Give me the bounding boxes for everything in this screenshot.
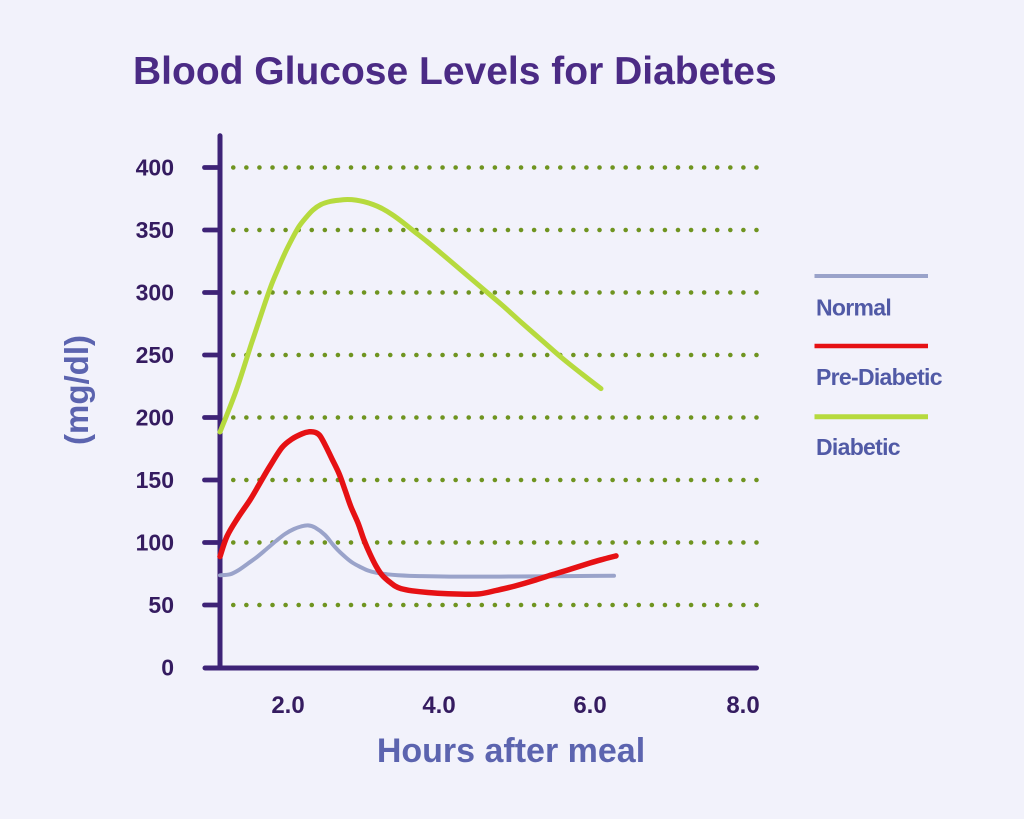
svg-text:300: 300 — [136, 280, 174, 306]
svg-text:8.0: 8.0 — [726, 692, 759, 719]
svg-text:Blood Glucose Levels for Diabe: Blood Glucose Levels for Diabetes — [133, 50, 777, 93]
svg-text:50: 50 — [148, 592, 174, 618]
svg-text:Pre-Diabetic: Pre-Diabetic — [816, 364, 943, 390]
svg-text:150: 150 — [136, 467, 174, 493]
svg-text:Hours after meal: Hours after meal — [377, 732, 645, 770]
svg-text:400: 400 — [136, 155, 174, 181]
svg-text:2.0: 2.0 — [271, 692, 304, 719]
svg-text:0: 0 — [161, 655, 174, 681]
svg-text:350: 350 — [136, 217, 174, 243]
svg-text:Diabetic: Diabetic — [816, 434, 901, 460]
svg-text:200: 200 — [136, 405, 174, 431]
svg-text:(mg/dl): (mg/dl) — [58, 335, 95, 445]
svg-text:4.0: 4.0 — [422, 692, 455, 719]
svg-text:6.0: 6.0 — [573, 692, 606, 719]
svg-text:100: 100 — [136, 530, 174, 556]
svg-text:Normal: Normal — [816, 294, 891, 320]
svg-text:250: 250 — [136, 342, 174, 368]
